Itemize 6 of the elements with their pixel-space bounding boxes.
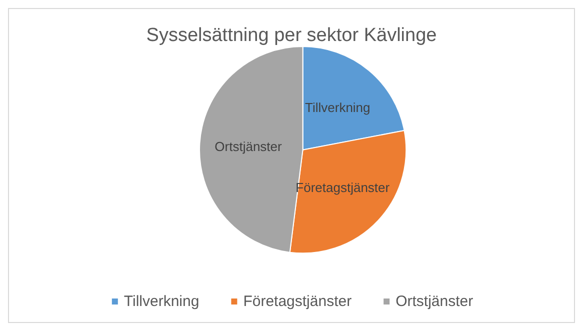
chart-title: Sysselsättning per sektor Kävlinge: [146, 25, 437, 46]
slice-label: Ortstjänster: [214, 138, 283, 154]
slice-label: Tillverkning: [305, 100, 370, 116]
legend-label: Företagstjänster: [243, 293, 352, 310]
legend-label: Ortstjänster: [396, 293, 474, 310]
legend-label: Tillverkning: [124, 293, 200, 310]
